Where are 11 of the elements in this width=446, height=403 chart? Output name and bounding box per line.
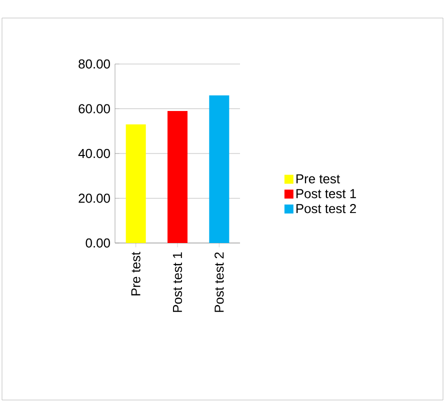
x-tick-label: Post test 2 — [214, 252, 224, 312]
x-tick-label: Post test 1 — [172, 252, 182, 312]
x-tick-label: Pre test — [131, 252, 140, 296]
legend-label: Post test 1 — [296, 189, 356, 198]
y-tick-label: 60.00 — [78, 104, 110, 114]
legend-label: Pre test — [296, 174, 340, 184]
y-tick-label: 80.00 — [78, 59, 110, 69]
y-tick-label: 20.00 — [78, 194, 110, 203]
y-tick-label: 0.00 — [86, 238, 110, 248]
legend-label: Post test 2 — [296, 204, 356, 214]
y-tick-label: 40.00 — [78, 148, 110, 158]
